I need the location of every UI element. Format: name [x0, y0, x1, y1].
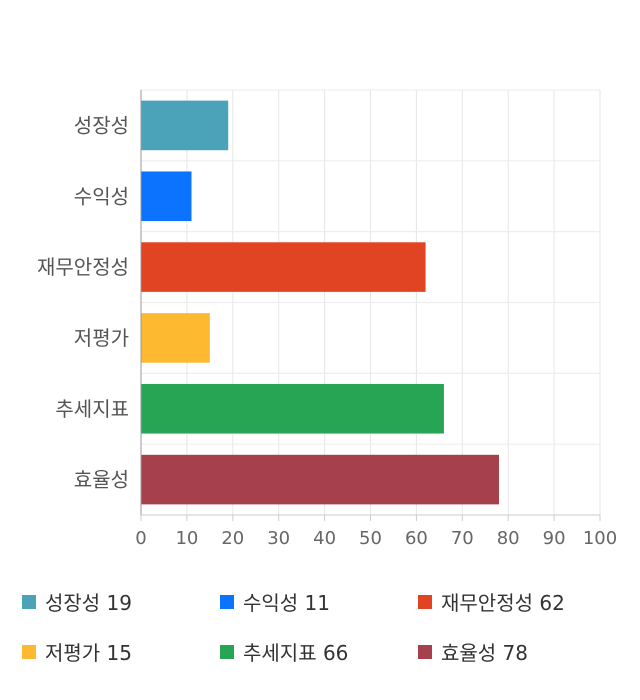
legend-item-undervaluation: 저평가 15 — [22, 637, 132, 666]
legend-swatch — [418, 594, 432, 609]
bar — [141, 454, 500, 505]
x-tick-label: 40 — [313, 528, 336, 549]
legend-label: 저평가 15 — [45, 641, 133, 665]
x-tick-label: 0 — [135, 528, 146, 549]
category-label: 재무안정성 — [37, 255, 129, 279]
legend-swatch — [220, 594, 234, 609]
legend-label: 추세지표 66 — [243, 641, 349, 665]
category-label: 추세지표 — [55, 397, 129, 421]
x-tick-label: 80 — [497, 528, 520, 549]
bar — [141, 242, 426, 292]
bar — [141, 100, 229, 151]
x-tick-label: 10 — [175, 528, 198, 549]
legend-label: 재무안정성 62 — [441, 591, 565, 615]
legend-item-efficiency: 효율성 78 — [418, 637, 528, 666]
x-tick-label: 90 — [543, 528, 566, 549]
legend-swatch — [22, 594, 36, 609]
bar — [141, 313, 210, 363]
category-label: 효율성 — [74, 468, 129, 492]
bar — [141, 383, 444, 434]
legend-swatch — [22, 644, 36, 659]
legend-item-growth: 성장성 19 — [22, 587, 132, 616]
x-tick-label: 60 — [405, 528, 428, 549]
x-tick-label: 50 — [359, 528, 382, 549]
x-tick-label: 20 — [221, 528, 244, 549]
x-tick-label: 100 — [583, 528, 617, 549]
legend-item-trend-indicator: 추세지표 66 — [220, 637, 348, 666]
category-label: 저평가 — [74, 326, 129, 350]
x-tick-label: 70 — [451, 528, 474, 549]
category-label: 성장성 — [74, 113, 129, 137]
legend-label: 효율성 78 — [441, 641, 529, 665]
legend-item-profitability: 수익성 11 — [220, 587, 330, 616]
category-label: 수익성 — [74, 184, 129, 208]
legend-swatch — [220, 644, 234, 659]
legend-item-financial-stability: 재무안정성 62 — [418, 587, 565, 616]
bar — [141, 171, 192, 222]
legend-label: 수익성 11 — [243, 591, 331, 615]
legend-label: 성장성 19 — [45, 591, 133, 615]
legend-swatch — [418, 644, 432, 659]
x-tick-label: 30 — [267, 528, 290, 549]
legend: 성장성 19 수익성 11 재무안정성 62 저평가 15 추세지표 66 효율… — [0, 575, 640, 685]
